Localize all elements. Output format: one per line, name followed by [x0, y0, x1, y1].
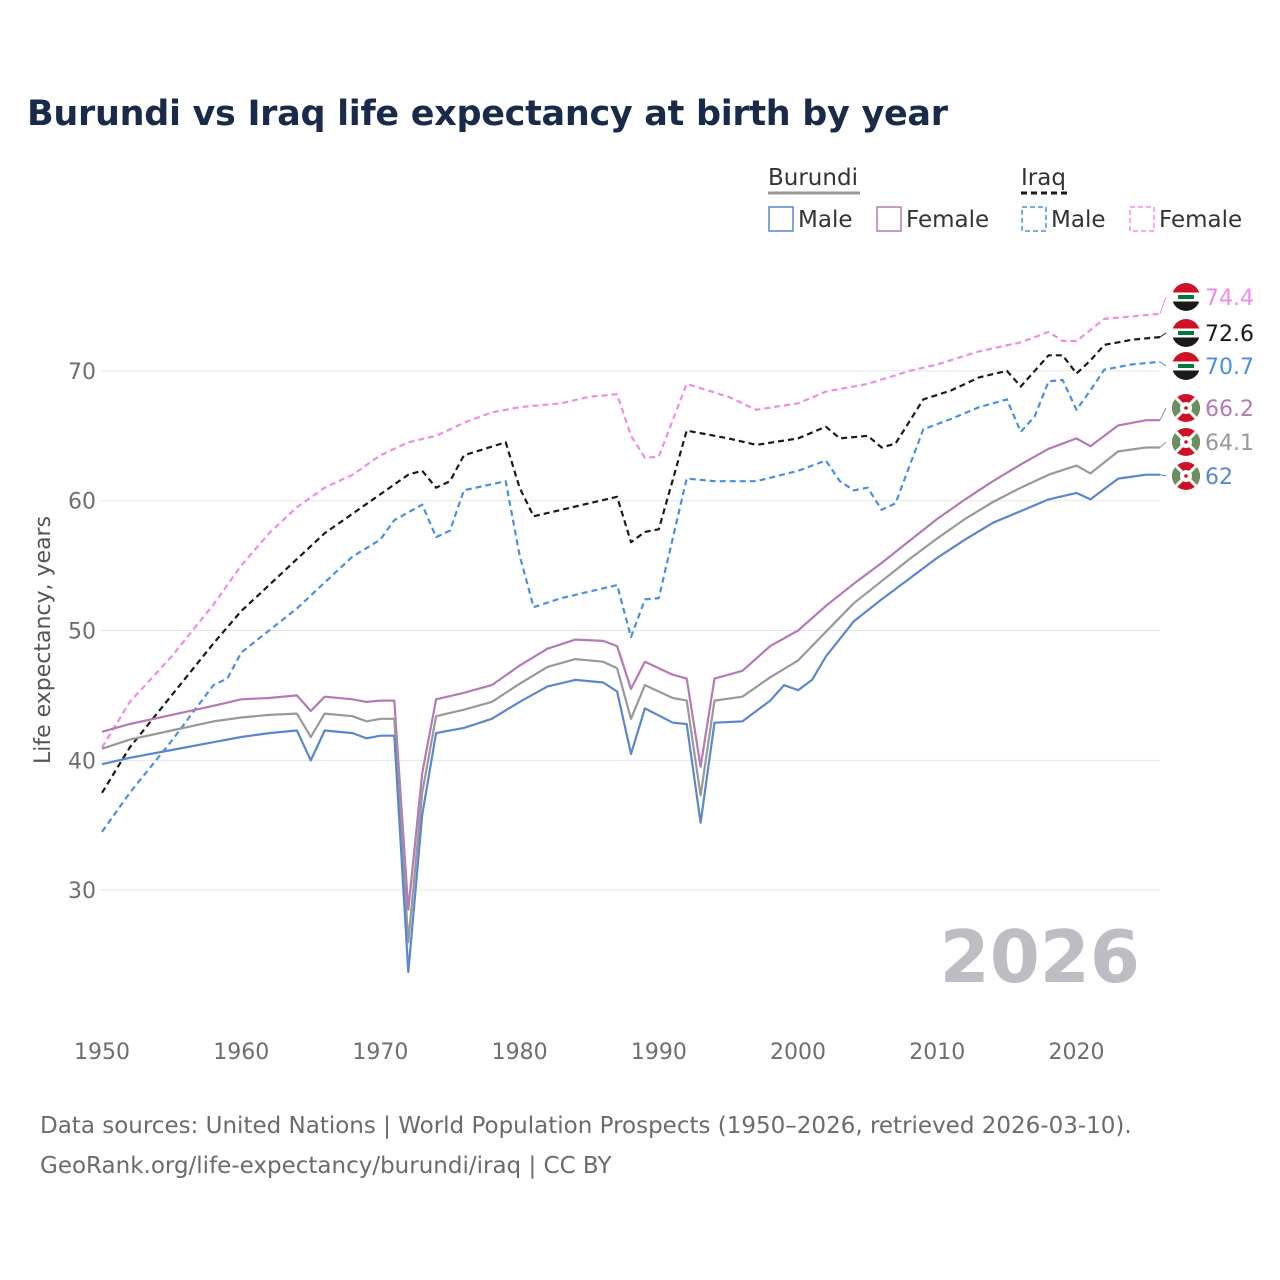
end-connector-iraq_male [1159, 361, 1167, 367]
iraq-flag-icon [1172, 319, 1200, 347]
end-label-burundi_total: 64.1 [1205, 431, 1254, 456]
legend-label-iraq-female[interactable]: Female [1159, 207, 1242, 233]
x-tick-label: 2020 [1048, 1040, 1104, 1065]
end-label-burundi_male: 62 [1205, 465, 1233, 490]
y-tick-label: 30 [68, 879, 96, 904]
iraq-flag-icon [1172, 283, 1200, 311]
y-tick-label: 40 [68, 749, 96, 774]
legend-label-iraq-male[interactable]: Male [1051, 207, 1105, 233]
legend-title-iraq: Iraq [1021, 165, 1066, 191]
y-tick-label: 60 [68, 490, 96, 515]
end-connector-burundi_female [1159, 407, 1167, 421]
end-connector-iraq_total [1159, 332, 1167, 338]
source-line-2[interactable]: GeoRank.org/life-expectancy/burundi/iraq… [40, 1153, 612, 1179]
series-line-iraq_total [101, 336, 1161, 794]
series-line-iraq_male [101, 360, 1161, 833]
x-tick-label: 2000 [770, 1040, 826, 1065]
legend-swatch-burundi-male[interactable] [768, 206, 794, 232]
legend-swatch-burundi-female[interactable] [876, 206, 902, 232]
end-connector-burundi_total [1159, 441, 1167, 448]
series-line-iraq_female [101, 312, 1161, 748]
end-label-iraq_total: 72.6 [1205, 322, 1254, 347]
x-tick-label: 1970 [352, 1040, 408, 1065]
series-line-burundi_female [101, 419, 1160, 911]
legend-swatch-iraq-male[interactable] [1021, 206, 1047, 232]
source-line-1: Data sources: United Nations | World Pop… [40, 1113, 1132, 1139]
burundi-flag-icon [1172, 394, 1200, 422]
x-tick-label: 1950 [74, 1040, 130, 1065]
burundi-flag-icon [1172, 428, 1200, 456]
y-axis-ticks: 30 40 50 60 70 [68, 360, 96, 904]
legend: Burundi Male Female Iraq Male Female [768, 165, 1242, 233]
legend-swatch-iraq-female[interactable] [1129, 206, 1155, 232]
x-tick-label: 1980 [492, 1040, 548, 1065]
chart-title: Burundi vs Iraq life expectancy at birth… [27, 94, 948, 134]
legend-label-burundi-female[interactable]: Female [906, 207, 989, 233]
y-tick-label: 70 [68, 360, 96, 385]
end-connector-iraq_female [1159, 296, 1167, 314]
x-axis-ticks: 1950 1960 1970 1980 1990 2000 2010 2020 [74, 1040, 1104, 1065]
series-lines [101, 312, 1161, 974]
burundi-flag-icon [1172, 462, 1200, 490]
y-axis-label: Life expectancy, years [31, 516, 56, 764]
end-label-burundi_female: 66.2 [1205, 397, 1254, 422]
legend-label-burundi-male[interactable]: Male [798, 207, 852, 233]
end-labels: 74.4 72.6 70.7 66.2 64.1 62 [1159, 283, 1254, 490]
end-connector-burundi_male [1159, 474, 1167, 477]
data-source: Data sources: United Nations | World Pop… [40, 1106, 1132, 1186]
end-label-iraq_male: 70.7 [1205, 355, 1254, 380]
x-tick-label: 2010 [909, 1040, 965, 1065]
series-line-burundi_male [101, 473, 1160, 974]
series-line-burundi_total [101, 446, 1160, 944]
x-tick-label: 1990 [631, 1040, 687, 1065]
x-tick-label: 1960 [213, 1040, 269, 1065]
y-tick-label: 50 [68, 620, 96, 645]
iraq-flag-icon [1172, 352, 1200, 380]
year-watermark: 2026 [940, 915, 1140, 999]
legend-title-burundi: Burundi [768, 165, 858, 191]
end-label-iraq_female: 74.4 [1205, 286, 1254, 311]
